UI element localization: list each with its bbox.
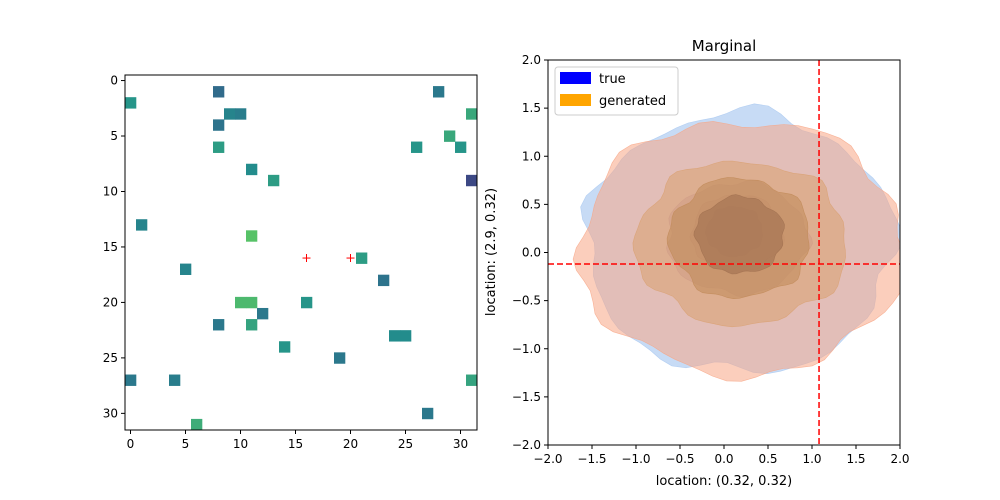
- y-tick-label: 0: [110, 74, 118, 88]
- x-tick-label: 10: [233, 437, 248, 451]
- y-tick-label: 0.5: [522, 197, 541, 211]
- y-tick-label: 15: [103, 240, 118, 254]
- heatmap-cell: [224, 108, 236, 120]
- series-generated: [572, 121, 900, 382]
- heatmap-cell: [213, 86, 225, 98]
- x-tick-label: 25: [398, 437, 413, 451]
- y-tick-label: 2.0: [522, 53, 541, 67]
- plus-marker: [302, 254, 311, 263]
- heatmap-cell: [246, 230, 258, 242]
- x-tick-label: −1.0: [621, 452, 650, 466]
- y-tick-label: −1.5: [512, 390, 541, 404]
- legend-swatch-generated: [560, 94, 591, 106]
- heatmap-cell: [257, 307, 269, 320]
- heatmap-cell: [389, 330, 401, 342]
- heatmap-cell: [466, 174, 477, 187]
- heatmap-cell: [213, 141, 225, 153]
- x-tick-label: 1.0: [802, 452, 821, 466]
- reference-lines: [548, 60, 900, 445]
- y-tick-label: −0.5: [512, 294, 541, 308]
- y-tick-label: 30: [103, 406, 118, 420]
- heatmap-cell: [136, 219, 148, 231]
- y-tick-label: −2.0: [512, 438, 541, 452]
- y-tick-label: 25: [103, 351, 118, 365]
- heatmap-cell: [422, 407, 434, 420]
- x-tick-label: −1.5: [577, 452, 606, 466]
- heatmap-cell: [235, 108, 247, 120]
- contour-level: [693, 194, 785, 275]
- y-tick-label: 1.5: [522, 101, 541, 115]
- heatmap-cell: [400, 330, 412, 342]
- heatmap-cell: [334, 352, 346, 364]
- heatmap-panel: 0 5 10 15 20 25 30 0 5 10 15 20 25 30: [103, 74, 478, 451]
- heatmap-y-ticks: 0 5 10 15 20 25 30: [103, 74, 125, 420]
- heatmap-cell: [466, 374, 477, 386]
- heatmap-cell: [268, 174, 280, 187]
- x-tick-label: 1.5: [846, 452, 865, 466]
- legend-label-generated: generated: [599, 94, 666, 109]
- x-tick-label: 30: [453, 437, 468, 451]
- y-tick-label: 1.0: [522, 149, 541, 163]
- y-tick-label: −1.0: [512, 342, 541, 356]
- heatmap-background: [125, 75, 477, 430]
- heatmap-cells: [125, 86, 477, 430]
- contour-panel: Marginal −2.0 −1.5 −1.0 −0.5 0.0 0.5 1.0 1.5 2.0…: [484, 37, 910, 489]
- heatmap-x-ticks: 0 5 10 15 20 25 30: [127, 430, 468, 451]
- x-tick-label: 2.0: [890, 452, 909, 466]
- heatmap-cell: [213, 319, 225, 331]
- y-tick-label: 5: [110, 129, 118, 143]
- heatmap-cell: [301, 296, 313, 309]
- heatmap-cell: [466, 108, 477, 120]
- heatmap-cell: [125, 374, 137, 386]
- contour-shapes: [572, 103, 900, 382]
- heatmap-cell: [125, 97, 137, 109]
- heatmap-cell: [378, 274, 390, 287]
- heatmap-cell: [246, 296, 258, 309]
- heatmap-cell: [455, 141, 467, 153]
- x-tick-label: 0.0: [714, 452, 733, 466]
- contour-x-ticks: −2.0 −1.5 −1.0 −0.5 0.0 0.5 1.0 1.5 2.0: [533, 445, 910, 466]
- heatmap-frame: [124, 74, 478, 431]
- heatmap-cell: [191, 418, 203, 430]
- heatmap-cell: [169, 374, 181, 386]
- contour-y-label: location: (2.9, 0.32): [484, 188, 499, 316]
- heatmap-cell: [433, 86, 445, 98]
- y-tick-label: 20: [103, 295, 118, 309]
- y-tick-label: 0.0: [522, 246, 541, 260]
- heatmap-cell: [356, 252, 368, 264]
- contour-title: Marginal: [692, 37, 757, 55]
- contour-x-label: location: (0.32, 0.32): [656, 474, 792, 489]
- plus-marker: [346, 254, 355, 263]
- heatmap-cell: [246, 163, 258, 176]
- x-tick-label: −0.5: [665, 452, 694, 466]
- x-tick-label: 5: [182, 437, 190, 451]
- heatmap-cell: [246, 319, 258, 331]
- x-tick-label: 0: [127, 437, 135, 451]
- legend-label-true: true: [599, 72, 626, 87]
- contour-y-ticks: −2.0 −1.5 −1.0 −0.5 0.0 0.5 1.0 1.5 2.0: [512, 53, 548, 452]
- x-tick-label: −2.0: [533, 452, 562, 466]
- x-tick-label: 20: [343, 437, 358, 451]
- legend: true generated: [554, 66, 679, 116]
- heatmap-cell: [235, 296, 247, 309]
- x-tick-label: 0.5: [758, 452, 777, 466]
- heatmap-cell: [213, 119, 225, 131]
- heatmap-cell: [180, 263, 192, 275]
- y-tick-label: 10: [103, 184, 118, 198]
- heatmap-cell: [411, 141, 423, 153]
- x-tick-label: 15: [288, 437, 303, 451]
- heatmap-cell: [279, 341, 291, 353]
- heatmap-markers: [302, 254, 355, 263]
- heatmap-cell: [444, 130, 456, 142]
- legend-swatch-true: [560, 72, 591, 84]
